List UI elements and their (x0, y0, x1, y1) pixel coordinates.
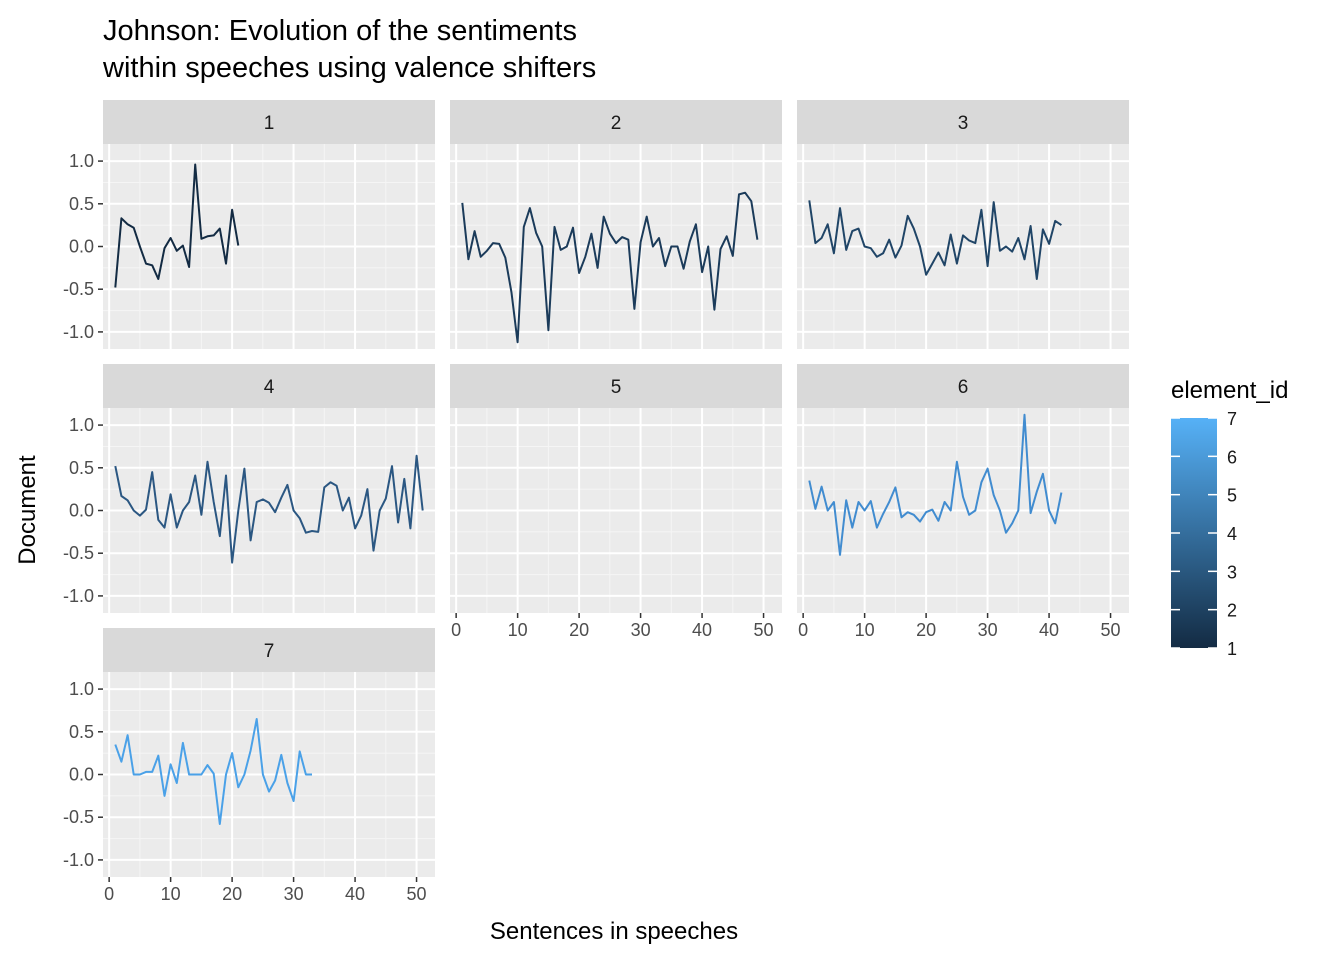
facet-panels: 1-1.0-0.50.00.51.02 34-1.0-0.50.00.51.050… (63, 100, 1129, 904)
facet-strip-label: 4 (264, 377, 275, 398)
y-tick-label: -0.5 (63, 807, 94, 827)
y-tick-label: 0.5 (69, 722, 94, 742)
y-tick-label: -1.0 (63, 850, 94, 870)
x-tick-label: 10 (508, 620, 528, 640)
x-tick-label: 50 (754, 620, 774, 640)
legend-label: 2 (1227, 601, 1237, 621)
facet-strip-label: 6 (958, 377, 969, 398)
legend-label: 6 (1227, 447, 1237, 467)
x-tick-label: 50 (1101, 620, 1121, 640)
y-tick-label: 0.0 (69, 237, 94, 257)
facet-panel-1: 1 -1.0 -0.5 0.0 0.5 1.0 (63, 100, 435, 349)
x-tick-label: 30 (631, 620, 651, 640)
legend-label: 4 (1227, 524, 1237, 544)
chart-title-line-1: Johnson: Evolution of the sentiments (103, 15, 577, 47)
facet-strip (450, 100, 782, 144)
legend-title: element_id (1171, 377, 1288, 404)
legend-label: 1 (1227, 639, 1237, 659)
x-tick-label: 30 (284, 884, 304, 904)
y-tick-label: 0.0 (69, 501, 94, 521)
facet-panel-3: 3 (797, 100, 1129, 349)
facet-panel-4: 4 -1.0 -0.5 0.0 0.5 1.0 (63, 364, 435, 613)
x-tick-label: 40 (1039, 620, 1059, 640)
x-tick-label: 20 (222, 884, 242, 904)
series-line-6 (808, 413, 1063, 556)
y-tick-label: -1.0 (63, 322, 94, 342)
series-line-2 (461, 191, 759, 344)
facet-strip (450, 364, 782, 408)
legend-labels: 7 6 5 4 3 2 1 (1171, 409, 1237, 659)
series-line-3 (808, 200, 1062, 280)
facet-panel-5: 50 10 20 30 40 50 (450, 364, 782, 640)
x-tick-label: 50 (407, 884, 427, 904)
x-tick-label: 40 (692, 620, 712, 640)
y-tick-label: 1.0 (69, 151, 94, 171)
series-line-4 (114, 454, 424, 564)
facet-strip-label: 5 (611, 377, 622, 398)
facet-panel-6: 6 0 10 20 30 40 50 (797, 364, 1129, 640)
x-tick-label: 0 (798, 620, 808, 640)
facet-panel-7: 7 -1.0 -0.5 0.0 0.5 1.0 0 10 20 30 40 50 (63, 628, 435, 904)
x-tick-label: 20 (916, 620, 936, 640)
series-line-7 (114, 718, 312, 825)
facet-strip-label: 7 (264, 641, 275, 662)
x-axis-title: Sentences in speeches (490, 918, 738, 945)
series-line-1 (114, 163, 240, 288)
facet-strip (103, 628, 435, 672)
legend-label: 5 (1227, 486, 1237, 506)
y-axis-title: Document (14, 455, 41, 565)
facet-panel-2: 2 (450, 100, 782, 349)
facet-strip (797, 364, 1129, 408)
facet-strip-label: 3 (958, 113, 969, 134)
legend: element_id 7 6 5 4 3 2 1 (1171, 377, 1288, 659)
y-tick-label: 0.5 (69, 194, 94, 214)
y-tick-label: -0.5 (63, 543, 94, 563)
x-tick-label: 40 (345, 884, 365, 904)
y-tick-label: -0.5 (63, 279, 94, 299)
legend-label: 3 (1227, 562, 1237, 582)
x-tick-label: 0 (104, 884, 114, 904)
y-tick-label: 1.0 (69, 415, 94, 435)
facet-strip-label: 2 (611, 113, 622, 134)
x-tick-label: 30 (978, 620, 998, 640)
y-tick-label: -1.0 (63, 586, 94, 606)
x-tick-label: 10 (855, 620, 875, 640)
facet-strip (797, 100, 1129, 144)
facet-strip-label: 1 (264, 113, 275, 134)
y-tick-label: 1.0 (69, 679, 94, 699)
facet-strip (103, 364, 435, 408)
y-tick-label: 0.5 (69, 458, 94, 478)
x-tick-label: 10 (161, 884, 181, 904)
legend-label: 7 (1227, 409, 1237, 429)
x-tick-label: 20 (569, 620, 589, 640)
chart-title-line-2: within speeches using valence shifters (102, 52, 596, 84)
x-tick-label: 0 (451, 620, 461, 640)
facet-strip (103, 100, 435, 144)
y-tick-label: 0.0 (69, 765, 94, 785)
